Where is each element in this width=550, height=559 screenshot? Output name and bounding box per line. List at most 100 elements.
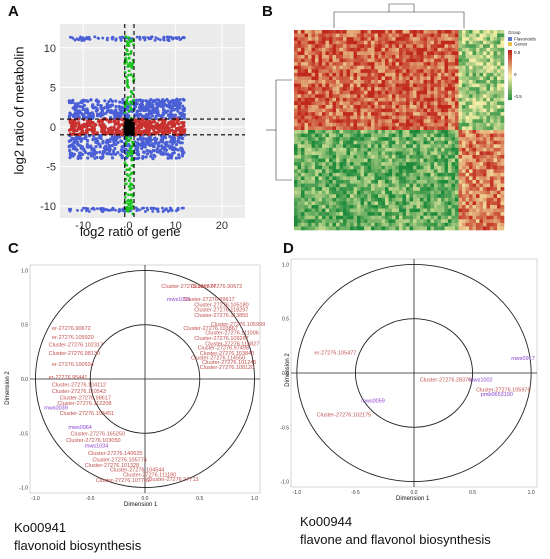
heatmap-cell bbox=[332, 130, 337, 134]
data-point bbox=[167, 104, 171, 108]
heatmap-cell bbox=[294, 190, 298, 195]
data-point bbox=[161, 98, 165, 102]
data-point bbox=[85, 142, 90, 147]
heatmap-cell bbox=[315, 51, 319, 56]
heatmap-cell bbox=[462, 205, 466, 209]
heatmap-cell bbox=[371, 72, 375, 77]
heatmap-cell bbox=[465, 158, 470, 163]
heatmap-cell bbox=[308, 115, 312, 120]
heatmap-cell bbox=[423, 144, 428, 149]
heatmap-cell bbox=[297, 219, 302, 224]
heatmap-cell bbox=[476, 201, 480, 206]
heatmap-cell bbox=[336, 140, 340, 145]
heatmap-cell bbox=[339, 112, 344, 117]
heatmap-cell bbox=[472, 126, 477, 131]
heatmap-cell bbox=[388, 105, 393, 109]
data-point bbox=[130, 183, 134, 187]
heatmap-cell bbox=[318, 197, 323, 202]
heatmap-cell bbox=[465, 40, 470, 45]
heatmap-cell bbox=[430, 83, 435, 88]
heatmap-cell bbox=[343, 58, 347, 63]
heatmap-cell bbox=[301, 51, 305, 56]
heatmap-cell bbox=[371, 165, 375, 170]
heatmap-cell bbox=[297, 144, 302, 149]
heatmap-cell bbox=[294, 90, 298, 95]
heatmap-cell bbox=[399, 94, 403, 99]
heatmap-cell bbox=[413, 108, 417, 113]
heatmap-cell bbox=[357, 44, 361, 49]
data-point bbox=[167, 121, 171, 125]
heatmap-cell bbox=[322, 194, 326, 199]
heatmap-cell bbox=[427, 76, 431, 81]
heatmap-cell bbox=[430, 30, 435, 34]
heatmap-cell bbox=[325, 194, 330, 199]
heatmap-cell bbox=[388, 115, 393, 120]
heatmap-cell bbox=[406, 51, 410, 56]
heatmap-cell bbox=[336, 172, 340, 177]
data-point bbox=[100, 109, 105, 113]
heatmap-cell bbox=[315, 197, 319, 202]
data-point bbox=[170, 123, 174, 127]
heatmap-cell bbox=[451, 165, 456, 170]
heatmap-cell bbox=[465, 197, 470, 202]
heatmap-cell bbox=[364, 215, 368, 220]
heatmap-cell bbox=[409, 180, 414, 184]
heatmap-cell bbox=[346, 83, 351, 88]
heatmap-cell bbox=[339, 197, 344, 202]
heatmap-cell bbox=[308, 172, 312, 177]
data-point bbox=[163, 119, 167, 123]
heatmap-cell bbox=[357, 183, 361, 188]
heatmap-cell bbox=[406, 33, 410, 38]
heatmap-cell bbox=[332, 80, 337, 84]
heatmap-cell bbox=[451, 137, 456, 142]
data-point bbox=[78, 154, 82, 158]
data-point bbox=[73, 108, 77, 112]
heatmap-cell bbox=[381, 40, 386, 45]
heatmap-cell bbox=[374, 187, 379, 192]
data-point bbox=[127, 193, 130, 197]
heatmap-cell bbox=[472, 65, 477, 70]
heatmap-cell bbox=[297, 80, 302, 84]
heatmap-cell bbox=[465, 30, 470, 34]
heatmap-cell bbox=[476, 76, 480, 81]
heatmap-cell bbox=[420, 62, 424, 67]
heatmap-cell bbox=[423, 44, 428, 49]
heatmap-cell bbox=[364, 65, 368, 70]
heatmap-cell bbox=[329, 133, 333, 138]
heatmap-cell bbox=[493, 187, 498, 192]
heatmap-cell bbox=[427, 55, 431, 59]
heatmap-cell bbox=[350, 37, 354, 42]
heatmap-cell bbox=[304, 40, 309, 45]
heatmap-cell bbox=[308, 105, 312, 109]
heatmap-cell bbox=[441, 151, 445, 156]
heatmap-cell bbox=[441, 47, 445, 52]
data-point bbox=[120, 117, 124, 122]
heatmap-cell bbox=[476, 108, 480, 113]
heatmap-cell bbox=[318, 215, 323, 220]
heatmap-cell bbox=[329, 205, 333, 209]
series-black bbox=[123, 117, 136, 137]
heatmap-cell bbox=[374, 151, 379, 156]
heatmap-cell bbox=[413, 72, 417, 77]
heatmap-cell bbox=[399, 158, 403, 163]
heatmap-cell bbox=[294, 105, 298, 109]
heatmap-cell bbox=[448, 105, 452, 109]
heatmap-cell bbox=[311, 101, 316, 106]
data-point bbox=[100, 124, 104, 128]
heatmap-cell bbox=[315, 69, 319, 74]
heatmap-cell bbox=[343, 201, 347, 206]
heatmap-cell bbox=[392, 87, 396, 92]
heatmap-cell bbox=[395, 40, 400, 45]
heatmap-cell bbox=[374, 162, 379, 167]
heatmap-cell bbox=[318, 147, 323, 152]
heatmap-cell bbox=[385, 87, 389, 92]
data-point bbox=[89, 98, 93, 102]
heatmap-cell bbox=[476, 83, 480, 88]
data-point bbox=[179, 146, 183, 150]
heatmap-cell bbox=[346, 169, 351, 174]
heatmap-cell bbox=[402, 115, 407, 120]
heatmap-cell bbox=[409, 51, 414, 56]
heatmap-cell bbox=[378, 222, 382, 227]
heatmap-cell bbox=[343, 76, 347, 81]
heatmap-cell bbox=[325, 219, 330, 224]
